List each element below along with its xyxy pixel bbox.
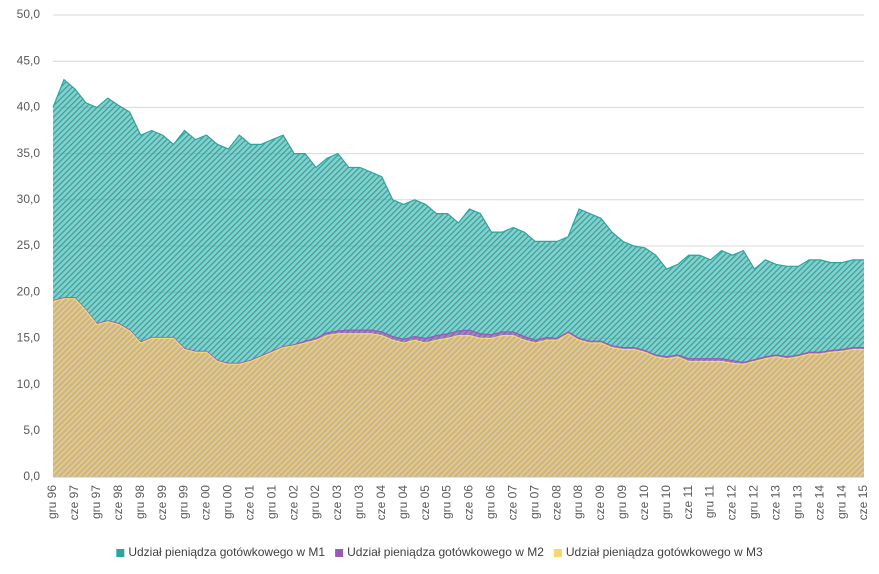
- x-tick-label: cze 09: [593, 485, 607, 521]
- x-tick-label: gru 96: [45, 485, 59, 519]
- y-tick-label: 15,0: [17, 331, 41, 345]
- area-line: [52, 78, 864, 271]
- y-tick-label: 40,0: [17, 100, 41, 114]
- legend-item: Udział pieniądza gotówkowego w M2: [335, 545, 544, 559]
- x-tick-label: gru 06: [484, 485, 498, 519]
- y-tick-label: 50,0: [17, 7, 41, 21]
- x-tick-label: gru 98: [133, 485, 147, 519]
- x-tick-label: cze 15: [856, 485, 870, 521]
- areas: [52, 78, 864, 478]
- x-tick-label: cze 05: [418, 485, 432, 521]
- x-tick-label: gru 99: [177, 485, 191, 519]
- x-tick-label: cze 13: [768, 485, 782, 521]
- legend-item: Udział pieniądza gotówkowego w M1: [116, 545, 325, 559]
- x-tick-label: cze 97: [67, 485, 81, 521]
- legend-swatch: [116, 549, 125, 557]
- legend-label: Udział pieniądza gotówkowego w M3: [566, 545, 763, 559]
- x-tick-label: gru 05: [440, 485, 454, 519]
- legend-label: Udział pieniądza gotówkowego w M2: [347, 545, 544, 559]
- y-tick-label: 30,0: [17, 192, 41, 206]
- x-tick-label: cze 06: [462, 485, 476, 521]
- area-line: [52, 297, 864, 364]
- x-tick-label: gru 07: [527, 485, 541, 519]
- x-tick-label: gru 00: [221, 485, 235, 519]
- x-tick-label: cze 10: [637, 485, 651, 521]
- x-tick-label: gru 11: [703, 485, 717, 518]
- x-tick-label: cze 08: [549, 485, 563, 521]
- y-tick-label: 10,0: [17, 377, 41, 391]
- x-tick-label: gru 12: [747, 485, 761, 519]
- x-tick-label: gru 02: [308, 485, 322, 519]
- x-tick-label: gru 97: [89, 485, 103, 519]
- y-tick-label: 35,0: [17, 146, 41, 160]
- y-tick-label: 25,0: [17, 238, 41, 252]
- x-tick-label: gru 09: [615, 485, 629, 519]
- area: [53, 298, 864, 477]
- x-tick-label: cze 11: [681, 485, 695, 520]
- axes: 0,0 5,0 10,0 15,0 20,0 25,0 30,0 35,0 40,0 45,0 50…: [17, 7, 871, 520]
- x-tick-label: gru 01: [264, 485, 278, 519]
- y-tick-label: 5,0: [23, 423, 40, 437]
- x-tick-label: cze 12: [725, 485, 739, 521]
- x-tick-label: gru 14: [834, 485, 848, 519]
- x-tick-label: cze 03: [330, 485, 344, 521]
- x-tick-label: cze 99: [155, 485, 169, 521]
- legend-swatch: [553, 549, 562, 557]
- x-tick-label: gru 13: [790, 485, 804, 519]
- x-tick-label: cze 14: [812, 485, 826, 521]
- x-tick-label: gru 08: [571, 485, 585, 519]
- y-tick-label: 20,0: [17, 284, 41, 298]
- legend-swatch: [335, 549, 344, 557]
- legend-label: Udział pieniądza gotówkowego w M1: [128, 545, 325, 559]
- x-tick-label: cze 02: [286, 485, 300, 521]
- x-tick-label: cze 98: [111, 485, 125, 521]
- x-tick-label: cze 00: [199, 485, 213, 521]
- y-tick-label: 0,0: [23, 469, 40, 483]
- x-tick-label: gru 04: [396, 485, 410, 519]
- x-tick-label: gru 03: [352, 485, 366, 519]
- legend: Udział pieniądza gotówkowego w M1 Udział …: [116, 545, 763, 559]
- x-tick-label: gru 10: [659, 485, 673, 519]
- x-tick-label: cze 04: [374, 485, 388, 521]
- x-tick-label: cze 01: [242, 485, 256, 521]
- x-tick-label: cze 07: [505, 485, 519, 521]
- y-tick-label: 45,0: [17, 53, 41, 67]
- area-line: [52, 298, 864, 365]
- legend-item: Udział pieniądza gotówkowego w M3: [553, 545, 763, 559]
